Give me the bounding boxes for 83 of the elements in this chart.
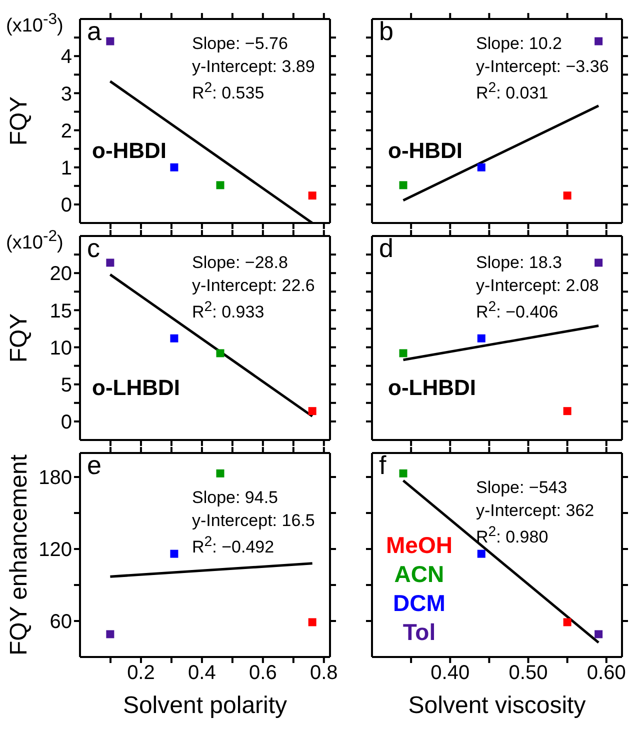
point xyxy=(399,349,408,358)
point xyxy=(399,469,408,478)
annotation: Slope: 94.5 xyxy=(192,488,278,508)
annotation: o-LHBDI xyxy=(92,375,180,400)
annotation: Slope: 10.2 xyxy=(476,34,562,54)
y-axis-title: FQY xyxy=(6,96,33,146)
y-axis-title: FQY xyxy=(6,313,33,363)
y-tick-label: 120 xyxy=(38,539,72,562)
annotation: y-Intercept: 16.5 xyxy=(192,511,315,531)
x-tick-label: 0.60 xyxy=(586,662,626,684)
series-label: DCM xyxy=(392,589,446,618)
point xyxy=(594,258,603,267)
annotation: y-Intercept: 3.89 xyxy=(192,57,315,77)
annotation: y-Intercept: 362 xyxy=(476,501,594,521)
annotation: y-Intercept: 2.08 xyxy=(476,276,599,296)
y-tick-label: 4 xyxy=(60,46,72,68)
annotation: Slope: −543 xyxy=(476,478,568,498)
y-tick-label: 2 xyxy=(60,120,72,142)
point xyxy=(399,181,408,190)
y-tick-label: 180 xyxy=(38,467,72,490)
x-axis-title: Solvent polarity xyxy=(122,692,288,719)
annotation: c xyxy=(87,233,100,263)
annotation: b xyxy=(379,16,394,46)
point xyxy=(477,550,486,558)
y-tick-label: 60 xyxy=(50,611,72,634)
point xyxy=(106,630,114,638)
x-tick-label: 0.8 xyxy=(310,662,338,684)
annotation: y-Intercept: −3.36 xyxy=(476,57,609,77)
annotation: d xyxy=(379,233,394,263)
annotation: R$^{2}$: 0.933 xyxy=(192,299,264,322)
point xyxy=(170,163,178,172)
x-axis-title: Solvent viscosity xyxy=(408,692,586,719)
y-tick-label: 15 xyxy=(50,300,72,322)
point xyxy=(308,192,316,200)
point xyxy=(594,37,603,46)
x-tick-label: 0.6 xyxy=(249,662,277,684)
point xyxy=(594,630,603,638)
y-tick-label: 0 xyxy=(60,194,72,217)
x-tick-label: 0.50 xyxy=(508,662,548,684)
point xyxy=(106,37,114,46)
point xyxy=(170,334,178,342)
annotation: a xyxy=(87,16,102,46)
y-tick-label: 0 xyxy=(60,412,72,434)
point xyxy=(216,349,224,358)
point xyxy=(477,163,486,172)
x-tick-label: 0.40 xyxy=(430,662,470,684)
annotation: Slope: −28.8 xyxy=(192,253,288,273)
point xyxy=(216,181,224,190)
point xyxy=(216,469,224,478)
point xyxy=(477,334,486,342)
y-tick-label: 1 xyxy=(60,157,72,180)
text: Tol xyxy=(402,618,437,647)
annotation: R$^{2}$: 0.031 xyxy=(476,80,548,104)
y-tick-label: 3 xyxy=(60,83,72,106)
annotation: o-HBDI xyxy=(92,138,167,164)
annotation: Slope: 18.3 xyxy=(476,253,562,273)
y-tick-label: 20 xyxy=(50,263,72,286)
point xyxy=(308,407,316,416)
annotation: o-LHBDI xyxy=(388,375,476,400)
x-tick-label: 0.4 xyxy=(188,662,216,684)
point xyxy=(563,618,572,626)
y-tick-label: 10 xyxy=(50,337,72,360)
text: (x10$^{-3}$) xyxy=(6,11,64,38)
text: ACN xyxy=(393,560,446,589)
annotation: R$^{2}$: −0.492 xyxy=(192,534,274,558)
annotation: f xyxy=(379,450,386,480)
point xyxy=(106,258,114,267)
annotation: Slope: −5.76 xyxy=(192,34,288,54)
text: (x10$^{-2}$) xyxy=(6,228,64,254)
annotation: e xyxy=(87,450,102,480)
annotation: R$^{2}$: 0.535 xyxy=(192,80,264,104)
point xyxy=(308,618,316,626)
y-tick-label: 5 xyxy=(60,374,72,396)
point xyxy=(563,407,572,416)
annotation: y-Intercept: 22.6 xyxy=(192,276,315,296)
x-tick-label: 0.2 xyxy=(127,662,155,684)
annotation: R$^{2}$: 0.980 xyxy=(476,524,548,548)
annotation: R$^{2}$: −0.406 xyxy=(476,299,558,322)
point xyxy=(563,192,572,200)
annotation: o-HBDI xyxy=(388,138,463,164)
text: MeOH xyxy=(386,531,452,560)
y-axis-title: FQY enhancement xyxy=(6,454,33,656)
point xyxy=(170,550,178,558)
